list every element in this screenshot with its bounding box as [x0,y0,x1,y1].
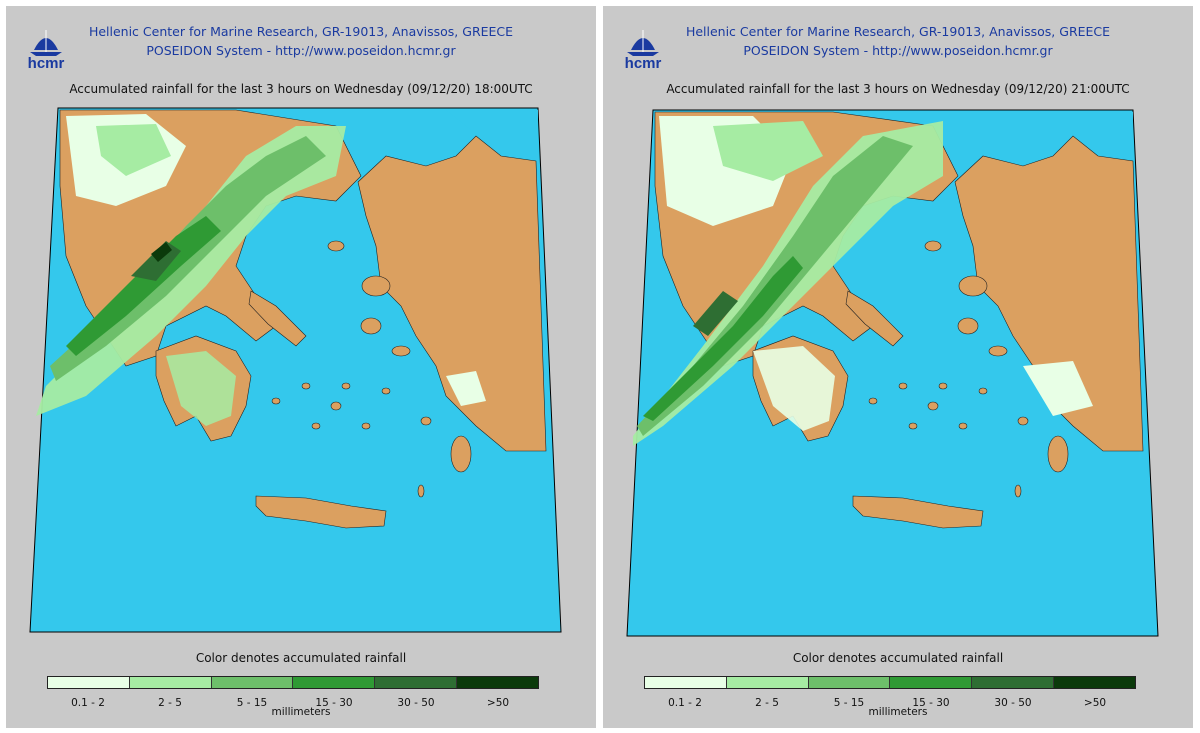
rain-north-medium [96,124,171,176]
legend-label: 0.1 - 2 [668,697,702,709]
legend-swatch [726,677,809,688]
rainfall-map [29,107,562,633]
hcmr-logo: hcmr [28,30,65,70]
legend-unit: millimeters [868,706,928,718]
legend-labels: 0.1 - 2 2 - 5 5 - 15 15 - 30 30 - 50 >50 [47,697,539,711]
rain-band-heavy [643,256,803,421]
institution-name: Hellenic Center for Marine Research, GR-… [685,24,1111,39]
map-panel-2100utc: hcmr Hellenic Center for Marine Research… [603,6,1193,728]
legend-title: Color denotes accumulated rainfall [195,651,407,665]
legend-label: 30 - 50 [397,697,435,709]
legend-label: 15 - 30 [912,697,950,709]
hcmr-logo: hcmr [625,30,662,70]
land-crete [852,495,984,529]
legend-label: 5 - 15 [236,697,268,709]
system-name: POSEIDON System - http://www.poseidon.hc… [743,43,1053,58]
sea-black-sea [446,110,538,156]
legend-swatch [645,677,727,688]
system-name: POSEIDON System - http://www.poseidon.hc… [146,43,456,58]
islands [868,240,1069,498]
land-evia [845,290,904,347]
legend-swatch [972,677,1055,688]
legend-label: 15 - 30 [315,697,353,709]
legend-swatch [1054,677,1135,688]
logo-text: hcmr [28,55,65,70]
legend-swatch [129,677,212,688]
legend-color-bar [47,676,539,689]
institution-name: Hellenic Center for Marine Research, GR-… [88,24,514,39]
rainfall-map [626,109,1159,637]
legend-swatch [890,677,973,688]
rainfall-overlay [633,116,1093,446]
legend-label: 2 - 5 [755,697,779,709]
legend-swatch [211,677,294,688]
rainfall-overlay [36,114,486,426]
legend-label: >50 [486,697,510,709]
legend-swatch [457,677,538,688]
land-evia [248,290,307,347]
islands [271,240,472,498]
rain-north-medium [713,121,823,181]
rain-core [693,291,738,336]
legend-swatch [48,677,130,688]
logo-text: hcmr [625,55,662,70]
legend-color-bar [644,676,1136,689]
legend-label: 5 - 15 [833,697,865,709]
legend-label: 30 - 50 [994,697,1032,709]
map-panel-1800utc: hcmr Hellenic Center for Marine Research… [6,6,596,728]
legend-title: Color denotes accumulated rainfall [792,651,1004,665]
map-title: Accumulated rainfall for the last 3 hour… [666,82,1130,96]
legend-label: 0.1 - 2 [71,697,105,709]
rain-band-heavy [66,216,221,356]
land-crete [255,495,387,529]
map-title: Accumulated rainfall for the last 3 hour… [69,82,533,96]
rain-turkey-west [1023,361,1093,416]
rain-core-max [151,242,172,262]
legend-swatch [808,677,891,688]
legend-labels: 0.1 - 2 2 - 5 5 - 15 15 - 30 30 - 50 >50 [644,697,1136,711]
legend-swatch [375,677,458,688]
rain-peloponnese [753,346,835,431]
legend-label: 2 - 5 [158,697,182,709]
rain-turkey-west [446,371,486,406]
rain-peloponnese [166,351,236,426]
legend-swatch [293,677,376,688]
legend-label: >50 [1083,697,1107,709]
legend-unit: millimeters [271,706,331,718]
sea-black-sea [1043,112,1133,156]
